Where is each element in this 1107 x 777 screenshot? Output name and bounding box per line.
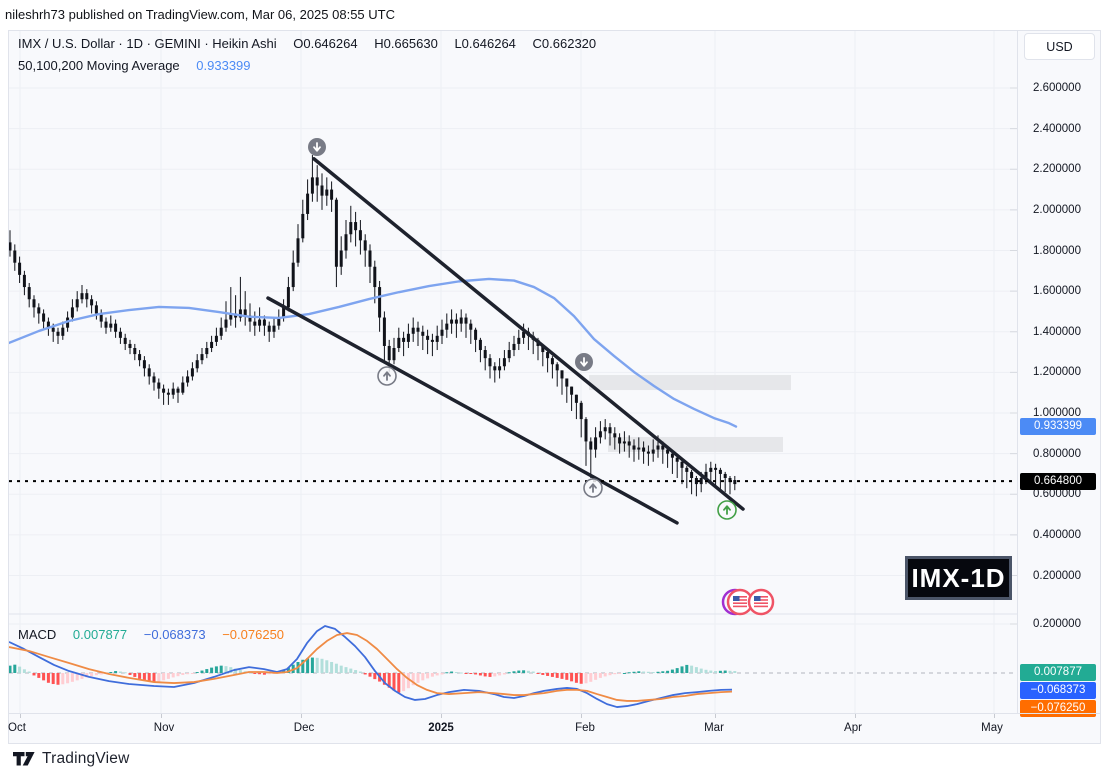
last-price-label: 0.664800 bbox=[1020, 472, 1096, 490]
price-tick-label: 2.200000 bbox=[1033, 163, 1081, 176]
macd-indicator-header: MACD 0.007877 −0.068373 −0.076250 bbox=[18, 627, 288, 642]
up-outline-arrow-marker[interactable] bbox=[583, 478, 603, 498]
ohlc-close: C0.662320 bbox=[532, 36, 597, 51]
time-axis-label: Dec bbox=[293, 722, 315, 734]
time-axis-tick bbox=[581, 714, 582, 718]
up-green-arrow-marker[interactable] bbox=[717, 500, 737, 520]
macd-line-value: −0.068373 bbox=[143, 627, 206, 642]
price-tick-label: 1.800000 bbox=[1033, 244, 1081, 257]
down-filled-arrow-marker[interactable] bbox=[575, 353, 593, 371]
us-flag-event-icon[interactable] bbox=[721, 588, 754, 616]
time-axis-label: Mar bbox=[704, 722, 724, 734]
macd-hist-label: 0.007877 bbox=[1020, 664, 1096, 681]
ohlc-open: O0.646264 bbox=[293, 36, 358, 51]
time-axis-tick bbox=[301, 714, 302, 718]
tradingview-logo-icon bbox=[13, 752, 35, 766]
tradingview-brand-text: TradingView bbox=[42, 750, 130, 767]
time-axis-tick bbox=[441, 714, 442, 718]
heikin-ashi-candles[interactable] bbox=[9, 155, 737, 497]
ma-indicator-title: 50,100,200 Moving Average bbox=[18, 58, 180, 73]
symbol-watermark-badge[interactable]: IMX-1D bbox=[905, 556, 1012, 600]
ma-indicator-value: 0.933399 bbox=[196, 58, 251, 73]
time-axis-tick bbox=[855, 714, 856, 718]
down-filled-arrow-marker[interactable] bbox=[308, 138, 326, 156]
price-tick-label: 1.400000 bbox=[1033, 325, 1081, 338]
macd-signal-label: −0.076250 bbox=[1020, 700, 1096, 717]
price-tick-label: 0.400000 bbox=[1033, 528, 1081, 541]
price-tick-label: 2.400000 bbox=[1033, 122, 1081, 135]
symbol-header: IMX / U.S. Dollar · 1D · GEMINI · Heikin… bbox=[18, 36, 600, 51]
time-axis-label: Feb bbox=[575, 722, 595, 734]
price-tick-label: 0.200000 bbox=[1033, 569, 1081, 582]
price-tick-label: 1.000000 bbox=[1033, 407, 1081, 419]
time-axis-label: May bbox=[981, 722, 1003, 734]
macd-signal-line[interactable] bbox=[9, 632, 733, 702]
time-axis-tick bbox=[715, 714, 716, 718]
ma-line[interactable] bbox=[9, 277, 738, 428]
macd-title: MACD bbox=[18, 627, 57, 642]
time-axis[interactable]: Oct Nov Dec 2025 Feb Mar Apr May bbox=[8, 713, 1100, 744]
time-axis-label: Oct bbox=[8, 722, 26, 734]
price-tick-label: 2.000000 bbox=[1033, 203, 1081, 216]
macd-hist-value: 0.007877 bbox=[72, 627, 128, 642]
trendline-2[interactable] bbox=[266, 296, 679, 525]
price-tick-label: 2.600000 bbox=[1033, 82, 1081, 94]
ma-indicator-header: 50,100,200 Moving Average 0.933399 bbox=[18, 58, 255, 73]
macd-tick-label: 0.200000 bbox=[1033, 618, 1081, 630]
time-axis-label: 2025 bbox=[428, 722, 454, 734]
price-tick-label: 1.200000 bbox=[1033, 366, 1081, 379]
macd-line-label: −0.068373 bbox=[1020, 682, 1096, 699]
price-tick-label: 1.600000 bbox=[1033, 285, 1081, 298]
time-axis-tick bbox=[161, 714, 162, 718]
symbol-title: IMX / U.S. Dollar · 1D · GEMINI · Heikin… bbox=[18, 36, 277, 51]
time-axis-label: Apr bbox=[844, 722, 862, 734]
macd-line[interactable] bbox=[9, 625, 733, 708]
currency-usd-button[interactable]: USD bbox=[1024, 33, 1095, 60]
price-tick-label: 0.800000 bbox=[1033, 447, 1081, 460]
gridlines bbox=[9, 31, 1017, 713]
macd-signal-value: −0.076250 bbox=[222, 627, 285, 642]
publish-bar: nileshrh73 published on TradingView.com,… bbox=[5, 7, 395, 22]
time-axis-label: Nov bbox=[153, 722, 175, 734]
ohlc-high: H0.665630 bbox=[374, 36, 438, 51]
ma-price-label: 0.933399 bbox=[1020, 418, 1096, 436]
footer-brand[interactable]: TradingView bbox=[13, 750, 130, 768]
highlight-zones[interactable] bbox=[589, 375, 791, 452]
price-axis[interactable]: USD 2.600000 2.400000 2.200000 2.000000 1.80… bbox=[1017, 31, 1100, 717]
us-flag-event-icon[interactable] bbox=[747, 588, 775, 616]
ohlc-low: L0.646264 bbox=[454, 36, 516, 51]
chart-canvas[interactable] bbox=[9, 31, 1017, 713]
price-tick-label: 0.600000 bbox=[1033, 488, 1081, 501]
chart-widget[interactable]: IMX / U.S. Dollar · 1D · GEMINI · Heikin… bbox=[8, 30, 1101, 744]
trendline-1[interactable] bbox=[312, 157, 745, 511]
up-outline-arrow-marker[interactable] bbox=[377, 366, 397, 386]
time-axis-tick bbox=[20, 714, 21, 718]
time-axis-tick bbox=[994, 714, 995, 718]
